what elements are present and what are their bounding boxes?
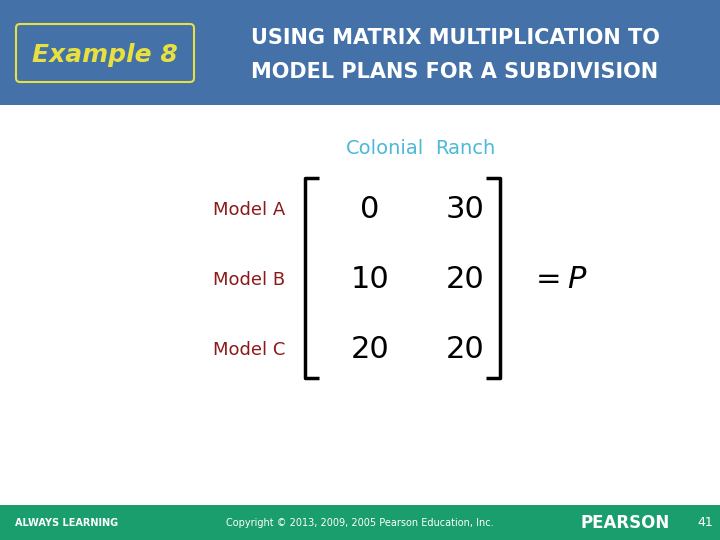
Text: 20: 20 <box>446 335 485 364</box>
Text: Model C: Model C <box>212 341 285 359</box>
Text: Copyright © 2013, 2009, 2005 Pearson Education, Inc.: Copyright © 2013, 2009, 2005 Pearson Edu… <box>226 517 494 528</box>
FancyBboxPatch shape <box>0 0 720 105</box>
Text: MODEL PLANS FOR A SUBDIVISION: MODEL PLANS FOR A SUBDIVISION <box>251 62 659 82</box>
Text: Example 8: Example 8 <box>32 43 178 67</box>
Text: 0: 0 <box>360 195 379 225</box>
Text: Ranch: Ranch <box>435 138 495 158</box>
Text: 41: 41 <box>697 516 713 529</box>
FancyBboxPatch shape <box>0 505 720 540</box>
FancyBboxPatch shape <box>16 24 194 82</box>
Text: USING MATRIX MULTIPLICATION TO: USING MATRIX MULTIPLICATION TO <box>251 28 660 48</box>
Text: Colonial: Colonial <box>346 138 424 158</box>
Text: Model A: Model A <box>212 201 285 219</box>
Text: ALWAYS LEARNING: ALWAYS LEARNING <box>15 517 118 528</box>
Text: 20: 20 <box>446 266 485 294</box>
Text: PEARSON: PEARSON <box>580 514 670 531</box>
Text: 10: 10 <box>351 266 390 294</box>
Text: 20: 20 <box>351 335 390 364</box>
Text: 30: 30 <box>446 195 485 225</box>
Text: Model B: Model B <box>213 271 285 289</box>
Text: $= P$: $= P$ <box>530 266 588 294</box>
